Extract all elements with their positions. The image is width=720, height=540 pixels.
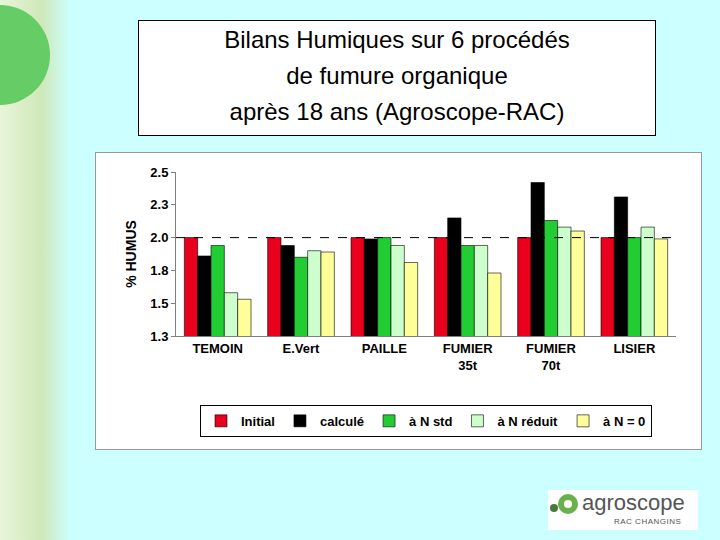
svg-text:Initial: Initial <box>241 414 275 429</box>
svg-text:à N réduit: à N réduit <box>497 414 558 429</box>
svg-text:FUMIER35t: FUMIER35t <box>443 341 493 373</box>
svg-text:LISIER: LISIER <box>613 341 656 356</box>
svg-text:1.3: 1.3 <box>150 329 168 344</box>
html-text:Bilans Humiques sur 6 procédés: Bilans Humiques sur 6 procédés de fumure… <box>224 26 570 125</box>
svg-text:PAILLE: PAILLE <box>362 341 408 356</box>
svg-text:2.5: 2.5 <box>150 165 168 180</box>
svg-text:E.Vert: E.Vert <box>283 341 321 356</box>
svg-text:1.8: 1.8 <box>150 263 168 278</box>
svg-text:FUMIER70t: FUMIER70t <box>526 341 576 373</box>
svg-text:à N = 0: à N = 0 <box>603 414 645 429</box>
svg-text:2.3: 2.3 <box>150 197 168 212</box>
svg-text:2.0: 2.0 <box>150 230 168 245</box>
svg-text:calculé: calculé <box>320 414 364 429</box>
svg-text:TEMOIN: TEMOIN <box>192 341 243 356</box>
svg-text:% HUMUS: % HUMUS <box>123 220 139 288</box>
svg-text:à N std: à N std <box>409 414 452 429</box>
svg-text:1.5: 1.5 <box>150 296 168 311</box>
html-text:RAC CHANGINS: RAC CHANGINS <box>614 517 682 526</box>
html-text:agroscope: agroscope <box>582 490 685 515</box>
